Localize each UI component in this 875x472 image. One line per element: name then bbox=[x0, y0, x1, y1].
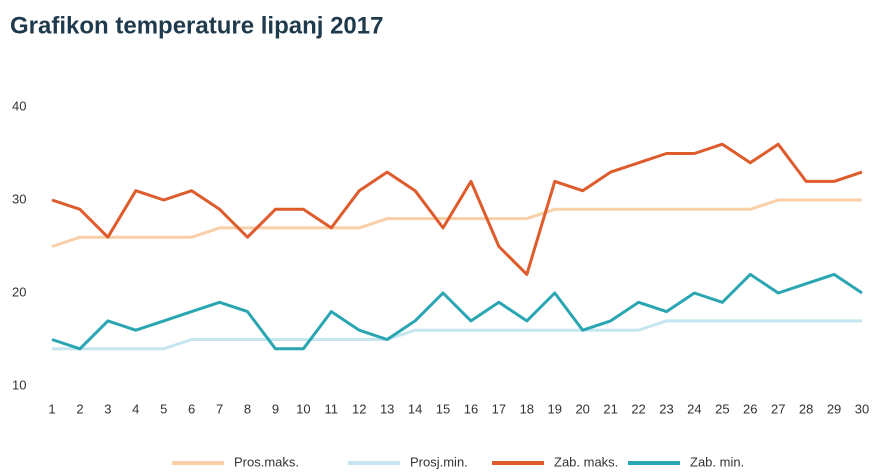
x-tick-label: 10 bbox=[296, 401, 310, 416]
x-tick-label: 17 bbox=[492, 401, 506, 416]
x-tick-label: 24 bbox=[687, 401, 701, 416]
x-tick-label: 30 bbox=[855, 401, 869, 416]
x-tick-label: 8 bbox=[244, 401, 251, 416]
y-tick-label: 30 bbox=[12, 191, 26, 206]
x-tick-label: 22 bbox=[631, 401, 645, 416]
x-tick-label: 5 bbox=[160, 401, 167, 416]
x-tick-label: 19 bbox=[548, 401, 562, 416]
x-tick-label: 15 bbox=[436, 401, 450, 416]
x-tick-label: 23 bbox=[659, 401, 673, 416]
y-tick-label: 40 bbox=[12, 98, 26, 113]
x-tick-label: 4 bbox=[132, 401, 139, 416]
series-line bbox=[52, 319, 862, 351]
legend-label: Pros.maks. bbox=[234, 454, 299, 469]
x-tick-label: 12 bbox=[352, 401, 366, 416]
x-tick-label: 7 bbox=[216, 401, 223, 416]
y-tick-label: 20 bbox=[12, 284, 26, 299]
series-line bbox=[51, 272, 863, 351]
x-tick-label: 27 bbox=[771, 401, 785, 416]
x-tick-label: 21 bbox=[603, 401, 617, 416]
x-tick-label: 13 bbox=[380, 401, 394, 416]
x-tick-label: 14 bbox=[408, 401, 422, 416]
series-line bbox=[51, 142, 863, 276]
x-tick-label: 18 bbox=[520, 401, 534, 416]
x-tick-label: 1 bbox=[48, 401, 55, 416]
x-tick-label: 6 bbox=[188, 401, 195, 416]
series-line bbox=[51, 198, 862, 248]
x-tick-label: 11 bbox=[325, 401, 339, 416]
y-tick-label: 10 bbox=[12, 377, 26, 392]
legend-label: Zab. min. bbox=[690, 454, 744, 469]
x-tick-label: 9 bbox=[272, 401, 279, 416]
x-tick-label: 16 bbox=[464, 401, 478, 416]
x-tick-label: 29 bbox=[827, 401, 841, 416]
chart-title: Grafikon temperature lipanj 2017 bbox=[10, 12, 383, 39]
legend-label: Zab. maks. bbox=[554, 454, 618, 469]
x-tick-label: 26 bbox=[743, 401, 757, 416]
x-tick-label: 25 bbox=[715, 401, 729, 416]
x-tick-label: 20 bbox=[575, 401, 589, 416]
x-tick-label: 2 bbox=[76, 401, 83, 416]
x-tick-label: 3 bbox=[104, 401, 111, 416]
x-tick-label: 28 bbox=[799, 401, 813, 416]
legend-label: Prosj.min. bbox=[410, 454, 468, 469]
